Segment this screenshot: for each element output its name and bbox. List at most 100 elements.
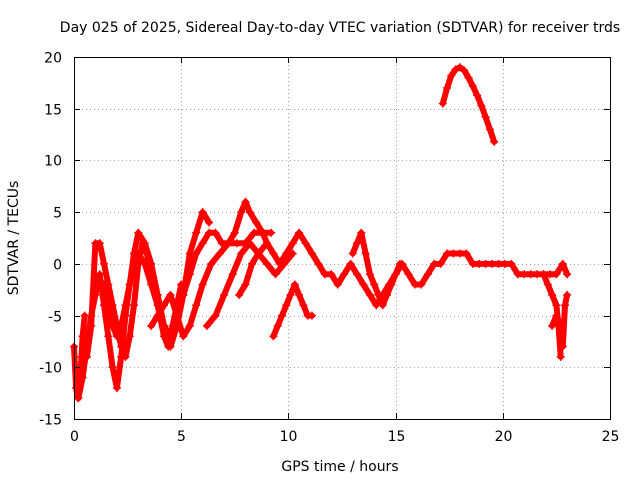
data-point	[121, 352, 130, 361]
data-point	[539, 270, 548, 279]
data-point	[365, 270, 374, 279]
series-trace-9	[348, 228, 404, 310]
data-point	[273, 321, 282, 330]
series-trace-7	[235, 228, 572, 310]
data-point	[554, 321, 563, 330]
data-point	[185, 270, 194, 279]
data-point	[275, 259, 284, 268]
y-tick-label: 15	[44, 103, 62, 119]
y-tick-label: -5	[48, 310, 62, 326]
data-point	[134, 228, 143, 237]
data-point	[327, 270, 336, 279]
data-point	[166, 332, 175, 341]
data-point	[417, 280, 426, 289]
data-point	[142, 249, 151, 258]
data-point	[365, 290, 374, 299]
data-point	[104, 332, 113, 341]
data-point	[241, 280, 250, 289]
data-point	[282, 301, 291, 310]
data-point	[395, 259, 404, 268]
data-point	[228, 270, 237, 279]
data-point	[112, 384, 121, 392]
data-point	[117, 321, 126, 330]
data-point	[481, 113, 490, 121]
data-point	[230, 228, 239, 237]
data-point	[290, 280, 299, 289]
data-point	[507, 259, 516, 268]
data-point	[563, 290, 572, 299]
data-point	[485, 125, 494, 134]
data-point	[82, 352, 91, 361]
series-line	[540, 271, 564, 360]
x-axis-label: GPS time / hours	[281, 459, 398, 475]
data-point	[348, 249, 357, 258]
data-point	[108, 363, 117, 372]
data-point	[192, 228, 201, 237]
data-point	[241, 197, 250, 206]
data-point	[211, 228, 220, 237]
data-point	[192, 301, 201, 310]
data-point	[153, 311, 162, 320]
x-tick-label: 15	[388, 429, 406, 445]
data-point	[443, 84, 452, 92]
data-point	[267, 228, 276, 237]
data-point	[295, 228, 304, 237]
data-point	[198, 208, 207, 217]
data-point	[147, 280, 156, 289]
data-point	[357, 228, 366, 237]
data-point	[308, 249, 316, 258]
data-point	[387, 280, 396, 289]
data-point	[552, 270, 561, 279]
data-point	[447, 71, 456, 80]
data-point	[245, 239, 254, 248]
series-trace-8	[269, 280, 316, 341]
data-point	[192, 249, 201, 258]
series-trace-10	[438, 63, 499, 146]
data-point	[473, 91, 482, 100]
data-point	[468, 82, 477, 90]
data-point	[286, 290, 295, 299]
data-point	[438, 99, 447, 108]
grid-layer	[74, 57, 610, 419]
data-point	[112, 332, 121, 341]
data-point	[224, 239, 233, 248]
data-point	[258, 228, 267, 237]
data-point	[490, 137, 499, 146]
data-point	[74, 394, 83, 403]
data-point	[87, 321, 96, 330]
data-point	[423, 270, 432, 279]
series-trace-3	[82, 239, 186, 361]
data-point	[353, 239, 361, 248]
data-point	[383, 290, 391, 299]
x-tick-label: 10	[280, 429, 298, 445]
data-point	[308, 311, 316, 320]
data-point	[108, 321, 117, 330]
data-point	[140, 259, 149, 268]
data-point	[160, 301, 168, 310]
data-point	[361, 249, 370, 258]
series-line	[236, 229, 571, 309]
data-point	[359, 280, 368, 289]
data-point	[543, 280, 552, 289]
data-point	[147, 321, 156, 330]
data-point	[404, 270, 413, 279]
data-point	[95, 239, 104, 248]
data-point	[462, 249, 471, 258]
x-tick-label: 0	[70, 429, 79, 445]
data-point	[232, 239, 241, 248]
data-point	[374, 290, 383, 299]
data-point	[299, 301, 308, 310]
series-trace-6	[202, 239, 297, 330]
data-point	[346, 259, 355, 268]
data-point	[477, 101, 486, 110]
y-tick-label: 10	[44, 154, 62, 170]
data-point	[552, 301, 561, 310]
data-point	[263, 239, 271, 248]
data-point	[164, 342, 173, 351]
tick-layer: 0 5 10 15 20 25 -15 -10 -5 0 5 10 15 20	[39, 51, 619, 446]
y-tick-label: 20	[44, 51, 62, 67]
data-point	[353, 270, 361, 279]
y-tick-label: -10	[39, 361, 62, 377]
chart-title: Day 025 of 2025, Sidereal Day-to-day VTE…	[60, 20, 620, 36]
